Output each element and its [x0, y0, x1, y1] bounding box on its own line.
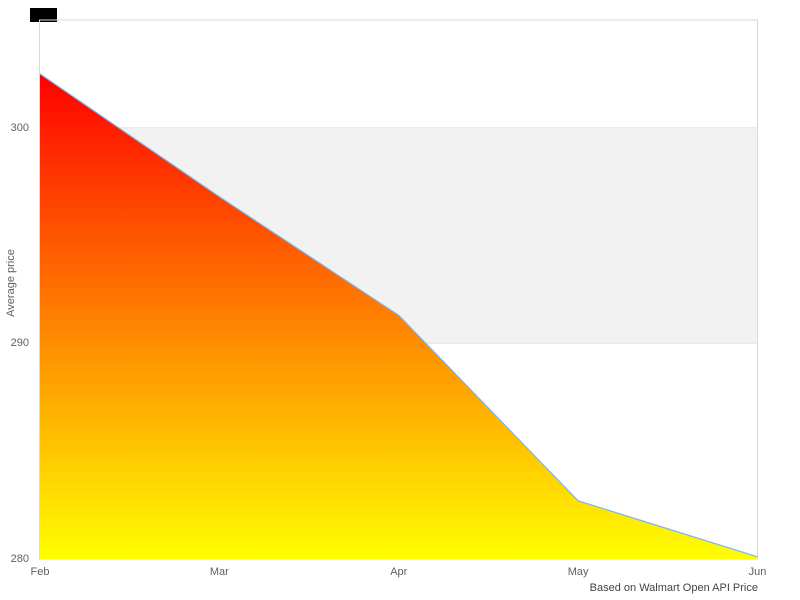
- y-tick-label-300: 300: [10, 121, 29, 134]
- x-tick-label-jun: Jun: [748, 566, 767, 578]
- black-box-artifact: [30, 8, 57, 22]
- x-tick-label-apr: Apr: [390, 566, 408, 578]
- y-tick-label-280: 280: [10, 553, 29, 565]
- price-area-series[interactable]: [40, 73, 758, 560]
- x-tick-label-feb: Feb: [30, 566, 50, 578]
- chart-caption: Based on Walmart Open API Price: [589, 582, 758, 594]
- x-tick-label-may: May: [567, 566, 589, 578]
- price-series-line: [39, 73, 758, 558]
- y-tick-label-290: 290: [10, 337, 29, 350]
- x-tick-label-mar: Mar: [209, 566, 229, 578]
- y-axis-title: Average price: [5, 249, 17, 317]
